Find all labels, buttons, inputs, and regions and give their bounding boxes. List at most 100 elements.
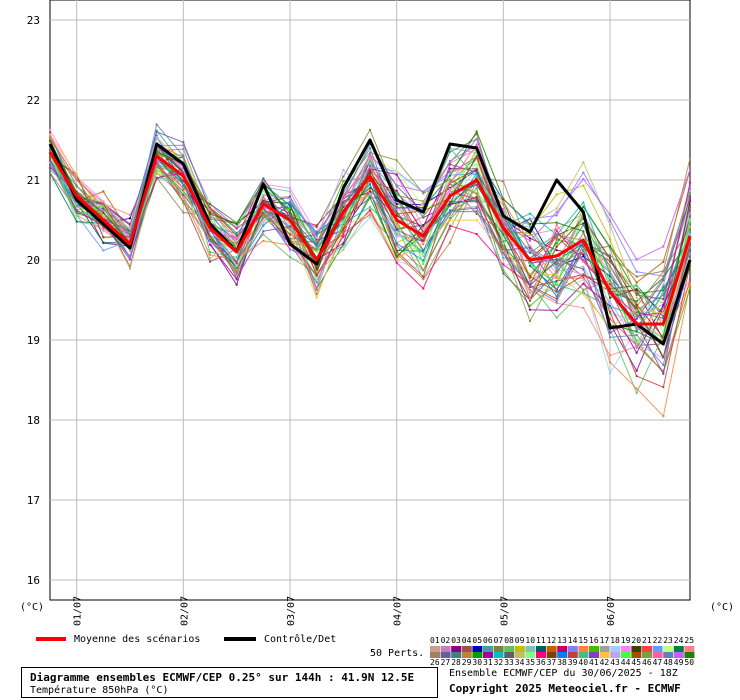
- perturbation-point: [555, 300, 558, 303]
- perturbation-point: [129, 267, 131, 270]
- perturbation-point: [609, 305, 611, 308]
- perturbation-point: [502, 263, 505, 266]
- perturbation-point: [555, 207, 558, 210]
- perturbation-point: [635, 314, 638, 317]
- perturbation-point: [449, 210, 451, 213]
- perturbation-point: [635, 258, 638, 261]
- perturbation-point: [209, 216, 211, 219]
- y-unit-right: (°C): [710, 602, 734, 613]
- perturbation-point: [289, 215, 291, 218]
- perturbation-id: 13: [557, 636, 567, 645]
- perturbation-point: [609, 223, 611, 226]
- perturbation-point: [155, 167, 158, 170]
- perturbation-point: [635, 293, 638, 296]
- perturbation-point: [422, 205, 425, 208]
- perturbation-point: [529, 320, 531, 323]
- perturbation-id: 42: [600, 658, 610, 667]
- perturbation-id: 38: [557, 658, 567, 667]
- perturbation-point: [689, 217, 691, 220]
- perturbation-point: [209, 251, 211, 254]
- perturbation-point: [689, 197, 691, 200]
- perturbation-point: [529, 285, 531, 288]
- perturbation-point: [315, 279, 318, 282]
- perturbation-point: [635, 292, 638, 295]
- perturbation-point: [155, 136, 158, 139]
- perturbations-label: 50 Perts.: [370, 648, 424, 659]
- perturbation-point: [635, 346, 638, 349]
- perturbation-swatch: [546, 646, 557, 652]
- perturbation-point: [689, 181, 691, 184]
- perturbation-swatch: [663, 646, 674, 652]
- perturbation-point: [182, 144, 185, 147]
- perturbation-point: [235, 241, 238, 244]
- perturbation-point: [449, 203, 451, 206]
- perturbation-point: [662, 294, 665, 297]
- perturbation-point: [395, 230, 398, 233]
- perturbation-id: 07: [494, 636, 504, 645]
- perturbation-point: [262, 214, 265, 217]
- perturbation-point: [342, 233, 345, 236]
- perturbation-point: [369, 154, 371, 157]
- perturbation-point: [475, 197, 478, 200]
- perturbation-point: [689, 168, 691, 171]
- perturbation-id: 04: [462, 636, 472, 645]
- perturbation-point: [689, 198, 691, 201]
- perturbation-point: [289, 248, 291, 251]
- perturbation-point: [502, 240, 505, 243]
- perturbation-point: [102, 201, 105, 204]
- perturbation-point: [369, 216, 371, 219]
- perturbation-point: [475, 233, 478, 236]
- perturbation-point: [342, 169, 345, 172]
- perturbation-point: [155, 165, 158, 168]
- perturbation-point: [502, 256, 505, 259]
- perturbation-point: [49, 142, 51, 145]
- perturbation-point: [555, 267, 558, 270]
- perturbation-point: [422, 237, 425, 240]
- perturbation-point: [529, 264, 531, 267]
- perturbation-point: [662, 330, 665, 333]
- perturbation-point: [529, 274, 531, 277]
- perturbation-id: 08: [504, 636, 514, 645]
- perturbation-point: [209, 206, 211, 209]
- perturbation-point: [422, 287, 425, 290]
- perturbation-point: [689, 225, 691, 228]
- perturbation-point: [395, 170, 398, 173]
- perturbation-point: [635, 283, 638, 286]
- perturbation-point: [555, 302, 558, 305]
- perturbation-id: 23: [663, 636, 673, 645]
- perturbation-point: [635, 296, 638, 299]
- perturbation-point: [555, 211, 558, 214]
- perturbation-legend: 01 02 03 04 05 06 07 08 09 10 11 12 13 14 15 16 17 18 19 20…: [430, 636, 695, 667]
- perturbation-id: 32: [494, 658, 504, 667]
- perturbation-point: [529, 244, 531, 247]
- perturbation-id: 05: [472, 636, 482, 645]
- perturbation-point: [502, 266, 505, 269]
- perturbation-point: [342, 197, 345, 200]
- perturbation-swatch: [430, 646, 440, 652]
- perturbation-point: [635, 281, 638, 284]
- perturbation-point: [555, 238, 558, 241]
- perturbation-point: [262, 209, 265, 212]
- legend-mean-label: Moyenne des scénarios: [74, 633, 200, 645]
- perturbation-point: [129, 214, 131, 217]
- perturbation-point: [422, 202, 425, 205]
- perturbation-id: 35: [525, 658, 535, 667]
- perturbation-point: [369, 207, 371, 210]
- perturbation-point: [475, 187, 478, 190]
- perturbation-point: [555, 233, 558, 236]
- perturbation-point: [129, 224, 131, 227]
- perturbation-swatch: [461, 652, 472, 658]
- perturbation-point: [129, 258, 131, 261]
- perturbation-point: [502, 250, 505, 253]
- perturbation-point: [395, 184, 398, 187]
- perturbation-point: [369, 151, 371, 154]
- perturbation-point: [475, 205, 478, 208]
- perturbation-point: [49, 166, 51, 169]
- perturbation-point: [635, 306, 638, 309]
- perturbation-point: [49, 136, 51, 139]
- main-series-lines: [48, 138, 692, 346]
- perturbation-point: [609, 238, 611, 241]
- perturbation-point: [102, 249, 105, 252]
- perturbation-point: [609, 361, 611, 364]
- perturbation-swatch: [472, 646, 483, 652]
